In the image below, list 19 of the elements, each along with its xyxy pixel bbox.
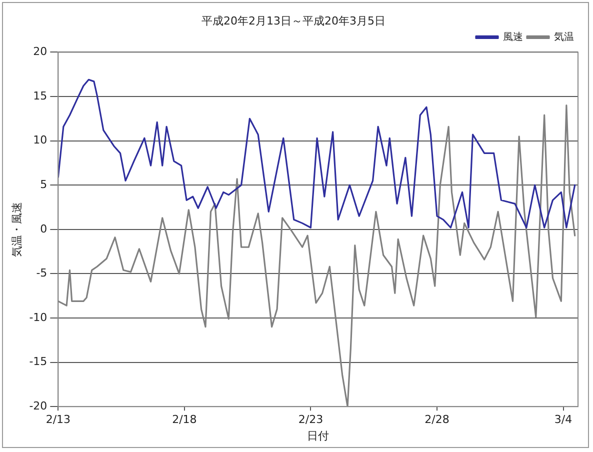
chart-title: 平成20年2月13日～平成20年3月5日 <box>202 14 386 28</box>
y-tick-label: -20 <box>29 399 48 412</box>
legend-label: 風速 <box>503 30 523 43</box>
x-axis-title: 日付 <box>307 429 330 442</box>
y-tick-label: -10 <box>29 310 48 324</box>
x-tick-label: 2/23 <box>298 413 324 426</box>
x-tick-label: 3/4 <box>554 413 572 426</box>
y-tick-label: 20 <box>33 45 48 58</box>
y-tick-label: 5 <box>40 178 48 191</box>
legend-label: 気温 <box>554 30 574 43</box>
y-tick-label: -15 <box>29 355 48 368</box>
y-tick-label: 10 <box>33 134 48 147</box>
x-tick-label: 2/18 <box>172 413 197 426</box>
y-tick-label: 15 <box>33 89 48 102</box>
y-tick-label: -5 <box>36 266 48 280</box>
y-tick-label: 0 <box>40 222 48 236</box>
y-axis-title: 気温・風速 <box>10 202 24 257</box>
x-tick-label: 2/28 <box>424 413 450 426</box>
x-tick-label: 2/13 <box>46 413 71 426</box>
